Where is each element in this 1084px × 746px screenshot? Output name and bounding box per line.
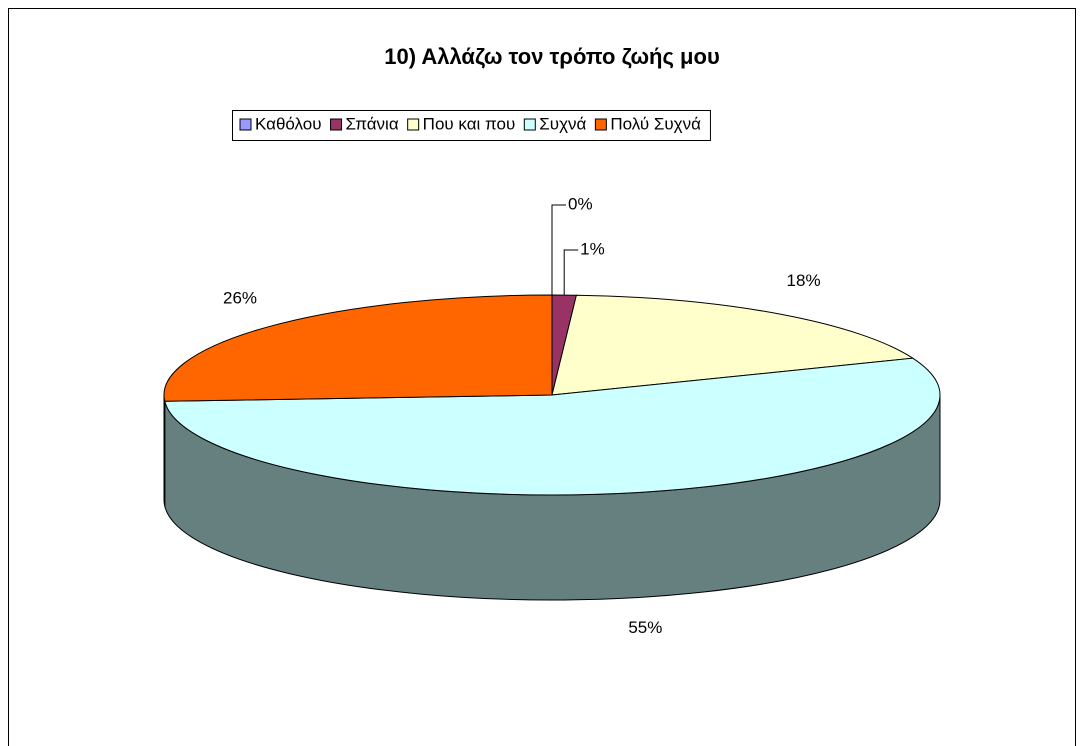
legend-swatch xyxy=(523,118,536,131)
pie-slice xyxy=(163,294,553,402)
pie-tops xyxy=(163,294,941,496)
pie-slice xyxy=(551,294,915,396)
pie-slice xyxy=(164,357,941,496)
data-label: 0% xyxy=(568,194,593,213)
legend-label: Συχνά xyxy=(539,114,586,133)
legend-swatch xyxy=(407,118,420,131)
leader-line xyxy=(551,204,566,295)
legend-swatch xyxy=(594,118,607,131)
data-label: 55% xyxy=(628,618,662,637)
chart-title: 10) Αλλάζω τον τρόπο ζωής μου xyxy=(384,44,720,69)
legend-swatch xyxy=(239,118,252,131)
legend: Καθόλου Σπάνια Που και που Συχνά Πολύ Συχνά xyxy=(239,114,701,133)
leader-line xyxy=(563,249,579,296)
legend-label: Πολύ Συχνά xyxy=(610,114,701,133)
legend-label: Καθόλου xyxy=(255,114,322,133)
pie-labels: 0% 1% 18% 55% 26% xyxy=(223,194,821,637)
legend-label: Που και που xyxy=(423,114,516,133)
legend-box xyxy=(232,110,711,141)
legend-swatch xyxy=(330,118,343,131)
data-label: 26% xyxy=(223,289,257,308)
data-label: 1% xyxy=(580,239,605,258)
data-label: 18% xyxy=(787,271,821,290)
legend-label: Σπάνια xyxy=(346,114,399,133)
pie-side xyxy=(163,394,166,507)
